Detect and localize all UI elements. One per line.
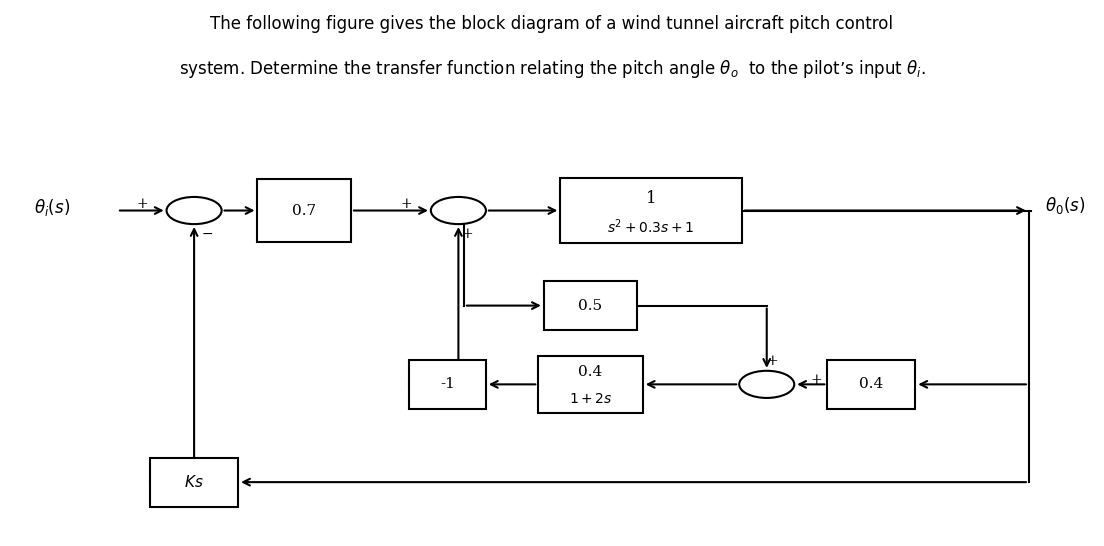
Text: $\theta_i(s)$: $\theta_i(s)$: [34, 197, 71, 218]
Text: 0.4: 0.4: [578, 365, 603, 379]
Circle shape: [740, 371, 794, 398]
Text: -1: -1: [440, 377, 455, 391]
Text: $1+2s$: $1+2s$: [569, 392, 613, 406]
Text: $\theta_0(s)$: $\theta_0(s)$: [1045, 194, 1085, 216]
Text: −: −: [202, 227, 213, 241]
Text: 1: 1: [646, 190, 657, 207]
Circle shape: [431, 197, 486, 224]
Text: 0.7: 0.7: [293, 204, 316, 217]
Text: system. Determine the transfer function relating the pitch angle $\theta_o$  to : system. Determine the transfer function …: [179, 58, 925, 80]
Text: 0.4: 0.4: [859, 377, 883, 391]
Bar: [257, 179, 351, 242]
Text: $s^2+0.3s+1$: $s^2+0.3s+1$: [607, 217, 694, 236]
Text: The following figure gives the block diagram of a wind tunnel aircraft pitch con: The following figure gives the block dia…: [211, 15, 893, 33]
Text: +: +: [766, 354, 778, 368]
Bar: [539, 356, 643, 413]
Bar: [827, 360, 915, 409]
Bar: [560, 178, 742, 243]
Text: +: +: [461, 227, 473, 241]
Circle shape: [167, 197, 222, 224]
Bar: [408, 360, 486, 409]
Text: 0.5: 0.5: [578, 299, 603, 313]
Text: +: +: [401, 197, 413, 211]
Bar: [150, 458, 238, 507]
Text: +: +: [810, 373, 822, 387]
Bar: [544, 281, 637, 330]
Text: $Ks$: $Ks$: [184, 474, 204, 490]
Text: +: +: [137, 197, 148, 211]
